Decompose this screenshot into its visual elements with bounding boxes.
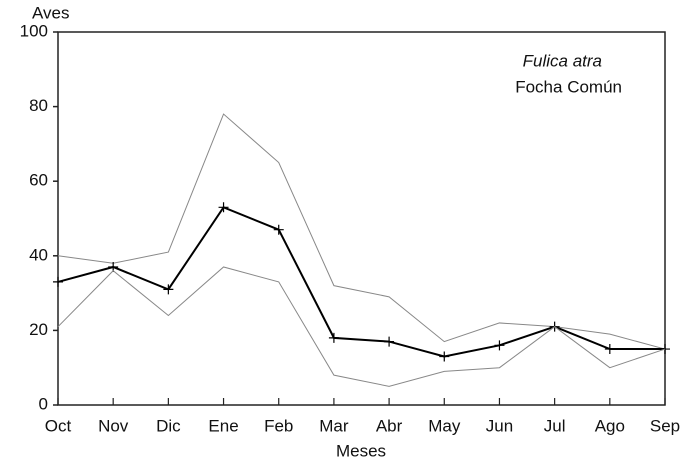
point-marker bbox=[494, 340, 505, 351]
x-tick-label: Oct bbox=[45, 416, 72, 435]
x-tick-label: Sep bbox=[650, 416, 680, 435]
x-tick-label: Mar bbox=[319, 416, 349, 435]
y-tick-label: 100 bbox=[20, 21, 48, 40]
y-tick-label: 60 bbox=[29, 171, 48, 190]
point-marker bbox=[439, 351, 450, 362]
annotation: Fulica atra bbox=[523, 51, 602, 70]
annotation: Focha Común bbox=[515, 77, 622, 96]
point-marker bbox=[273, 224, 284, 235]
plot-frame bbox=[57, 31, 666, 406]
x-tick-label: Feb bbox=[264, 416, 293, 435]
x-tick-label: Ago bbox=[595, 416, 625, 435]
x-tick-label: Jun bbox=[486, 416, 513, 435]
y-tick-label: 40 bbox=[29, 245, 48, 264]
x-tick-label: Ene bbox=[208, 416, 238, 435]
x-tick-label: Nov bbox=[98, 416, 129, 435]
x-tick-label: Abr bbox=[376, 416, 403, 435]
point-marker bbox=[53, 276, 63, 287]
point-marker bbox=[163, 284, 174, 295]
y-tick-label: 0 bbox=[39, 394, 48, 413]
y-tick-label: 80 bbox=[29, 96, 48, 115]
point-marker bbox=[604, 344, 615, 355]
x-tick-label: Jul bbox=[544, 416, 566, 435]
x-tick-label: Dic bbox=[156, 416, 181, 435]
point-marker bbox=[384, 336, 395, 347]
series-line bbox=[57, 206, 665, 358]
series-line bbox=[57, 266, 666, 387]
x-tick-label: May bbox=[428, 416, 461, 435]
y-tick-label: 20 bbox=[29, 320, 48, 339]
series-line bbox=[57, 113, 666, 350]
y-axis-label: Aves bbox=[32, 3, 70, 22]
point-marker bbox=[218, 202, 229, 213]
x-axis-label: Meses bbox=[336, 441, 386, 460]
point-marker bbox=[328, 332, 339, 343]
